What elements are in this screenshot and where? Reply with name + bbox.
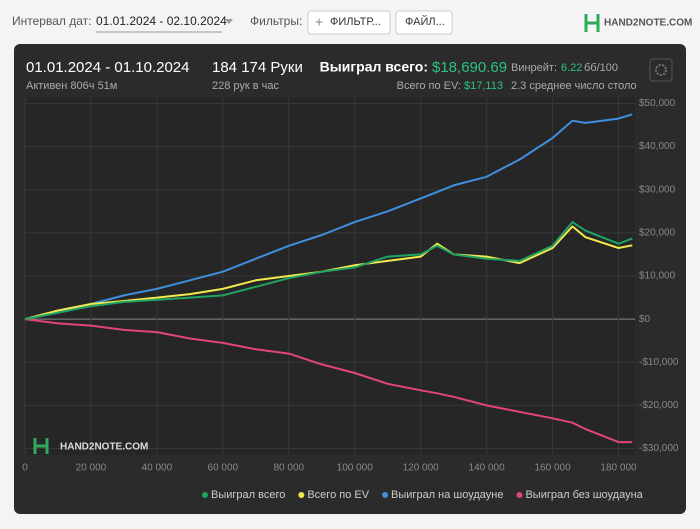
plus-icon: + — [315, 14, 323, 30]
date-range: 01.01.2024 - 01.10.2024 — [26, 59, 189, 76]
filters-label: Фильтры: — [250, 14, 302, 28]
legend-marker — [382, 492, 389, 498]
legend-label[interactable]: Выиграл без шоудауна — [525, 489, 643, 501]
x-tick-label: 20 000 — [76, 463, 107, 474]
y-tick-label: $20,000 — [639, 228, 676, 239]
legend-marker — [298, 492, 305, 498]
x-tick-label: 40 000 — [142, 463, 173, 474]
y-tick-label: $30,000 — [639, 184, 676, 195]
file-button-text: ФАЙЛ... — [405, 15, 445, 28]
interval-value[interactable]: 01.01.2024 - 02.10.2024 — [96, 14, 227, 28]
watermark: HAND2NOTE.COM — [60, 442, 148, 453]
x-tick-label: 160 000 — [534, 463, 571, 474]
hands-rate: 228 рук в час — [212, 80, 280, 92]
series-line — [24, 318, 633, 444]
active-time: Активен 806ч 51м — [26, 80, 117, 92]
hands: 184 174 Руки — [212, 59, 303, 76]
y-tick-label: -$20,000 — [639, 400, 679, 411]
y-tick-label: -$30,000 — [639, 443, 679, 454]
gear-icon — [655, 64, 667, 76]
interval-label: Интервал дат: — [12, 14, 91, 28]
legend-marker — [516, 492, 523, 498]
winrate-label: Винрейт: — [511, 62, 557, 74]
ev-value: $17,113 — [464, 80, 503, 92]
series-line — [24, 113, 633, 321]
winrate-unit: бб/100 — [584, 62, 618, 74]
filter-button-text: ФИЛЬТР... — [330, 16, 381, 28]
x-tick-label: 120 000 — [403, 463, 440, 474]
y-tick-label: $40,000 — [639, 141, 676, 152]
legend-marker — [202, 492, 208, 498]
y-tick-label: $0 — [639, 314, 651, 325]
logo-icon — [584, 14, 600, 32]
settings-button[interactable] — [649, 58, 673, 82]
x-tick-label: 60 000 — [208, 463, 239, 474]
x-tick-label: 100 000 — [337, 463, 374, 474]
x-tick-label: 80 000 — [273, 463, 304, 474]
logo: HAND2NOTE.COM — [604, 18, 692, 29]
tables: 2.3 среднее число столо — [511, 80, 637, 92]
filter-button[interactable] — [307, 10, 391, 35]
winrate-value: 6.22 — [561, 62, 582, 74]
x-tick-label: 140 000 — [469, 463, 506, 474]
legend-label[interactable]: Выиграл всего — [211, 489, 285, 501]
won-label: Выиграл всего: — [320, 59, 428, 75]
y-tick-label: $10,000 — [639, 271, 676, 282]
x-tick-label: 0 — [22, 463, 28, 474]
series-line — [24, 221, 633, 321]
y-tick-label: $50,000 — [639, 98, 676, 109]
watermark-icon — [33, 438, 49, 454]
dropdown-arrow[interactable] — [225, 19, 233, 24]
legend-label[interactable]: Выиграл на шоудауне — [391, 489, 503, 501]
y-tick-label: -$10,000 — [639, 357, 679, 368]
legend-label[interactable]: Всего по EV — [307, 489, 369, 501]
file-button[interactable] — [395, 10, 453, 35]
x-tick-label: 180 000 — [600, 463, 637, 474]
ev-label: Всего по EV: — [397, 80, 461, 92]
won-value: $18,690.69 — [432, 59, 507, 76]
